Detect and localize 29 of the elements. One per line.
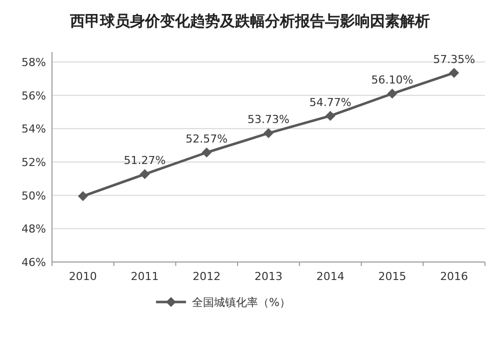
x-tick-label: 2016: [440, 270, 468, 283]
y-tick-label: 46%: [22, 256, 46, 269]
point: [387, 88, 398, 99]
x-tick-label: 2011: [130, 270, 159, 283]
point: [264, 128, 274, 138]
data-label: 51.27%: [124, 154, 166, 168]
y-tick-label: 48%: [22, 222, 46, 236]
y-tick-label: 54%: [22, 122, 46, 136]
data-label: 57.35%: [433, 52, 476, 66]
x-tick-label: 2013: [254, 270, 282, 283]
data-label: 52.57%: [186, 132, 228, 146]
y-tick-label: 56%: [22, 89, 46, 102]
data-label: 56.10%: [371, 74, 414, 87]
point: [325, 110, 336, 121]
y-tick-label: 58%: [22, 56, 46, 69]
y-tick-label: 50%: [22, 189, 46, 202]
chart-title: 西甲球员身价变化趋势及跌幅分析报告与影响因素解析: [69, 12, 430, 30]
point: [449, 68, 460, 78]
x-tick-label: 2010: [68, 270, 97, 283]
data-label: 53.73%: [248, 113, 290, 126]
point: [78, 191, 88, 202]
x-tick-label: 2014: [316, 270, 344, 283]
data-label: 54.77%: [309, 96, 352, 109]
x-tick-label: 2015: [378, 270, 406, 283]
x-tick-label: 2012: [192, 270, 221, 283]
point: [202, 148, 212, 158]
legend-label: 全国城镇化率（%）: [192, 296, 290, 309]
y-tick-label: 52%: [22, 156, 46, 169]
point: [140, 169, 150, 180]
